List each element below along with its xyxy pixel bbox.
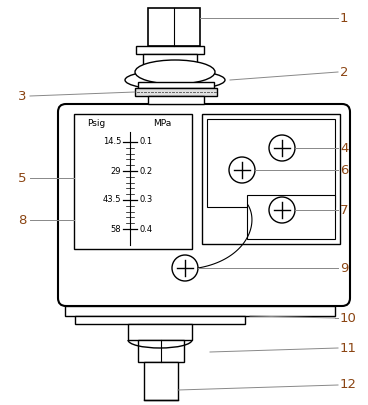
Text: 10: 10 bbox=[340, 311, 357, 324]
Bar bbox=[138, 340, 184, 362]
Text: 43.5: 43.5 bbox=[103, 196, 121, 205]
Bar bbox=[128, 324, 192, 340]
Text: 2: 2 bbox=[340, 66, 348, 79]
FancyBboxPatch shape bbox=[58, 104, 350, 306]
Text: 11: 11 bbox=[340, 341, 357, 354]
Text: 5: 5 bbox=[18, 171, 26, 185]
Text: 29: 29 bbox=[110, 166, 121, 175]
Bar bbox=[144, 362, 178, 400]
Bar bbox=[136, 46, 204, 54]
Bar bbox=[135, 88, 217, 96]
Bar bbox=[148, 96, 204, 104]
Text: 0.2: 0.2 bbox=[139, 166, 152, 175]
Bar bbox=[247, 195, 335, 239]
Bar bbox=[202, 114, 340, 244]
Text: 0.1: 0.1 bbox=[139, 138, 152, 147]
Text: 14.5: 14.5 bbox=[103, 138, 121, 147]
Text: 6: 6 bbox=[340, 164, 348, 177]
Ellipse shape bbox=[135, 60, 215, 84]
Bar bbox=[143, 54, 197, 66]
Bar bbox=[65, 306, 335, 316]
Bar bbox=[148, 8, 200, 46]
Circle shape bbox=[269, 135, 295, 161]
Ellipse shape bbox=[125, 70, 225, 90]
Text: 0.4: 0.4 bbox=[139, 224, 152, 234]
Text: 9: 9 bbox=[340, 262, 348, 275]
Circle shape bbox=[172, 255, 198, 281]
Text: 0.3: 0.3 bbox=[139, 196, 152, 205]
Circle shape bbox=[229, 157, 255, 183]
Bar bbox=[74, 114, 192, 249]
Text: Psig: Psig bbox=[87, 119, 105, 128]
Text: 1: 1 bbox=[340, 11, 348, 24]
Circle shape bbox=[269, 197, 295, 223]
Bar bbox=[138, 82, 214, 88]
Text: MPa: MPa bbox=[153, 119, 171, 128]
Text: 8: 8 bbox=[18, 213, 26, 226]
Text: 12: 12 bbox=[340, 379, 357, 392]
Text: 58: 58 bbox=[110, 224, 121, 234]
Text: 7: 7 bbox=[340, 203, 348, 217]
Text: 4: 4 bbox=[340, 141, 348, 154]
Bar bbox=[207, 119, 335, 207]
Bar bbox=[75, 316, 245, 324]
Text: 3: 3 bbox=[18, 90, 26, 102]
